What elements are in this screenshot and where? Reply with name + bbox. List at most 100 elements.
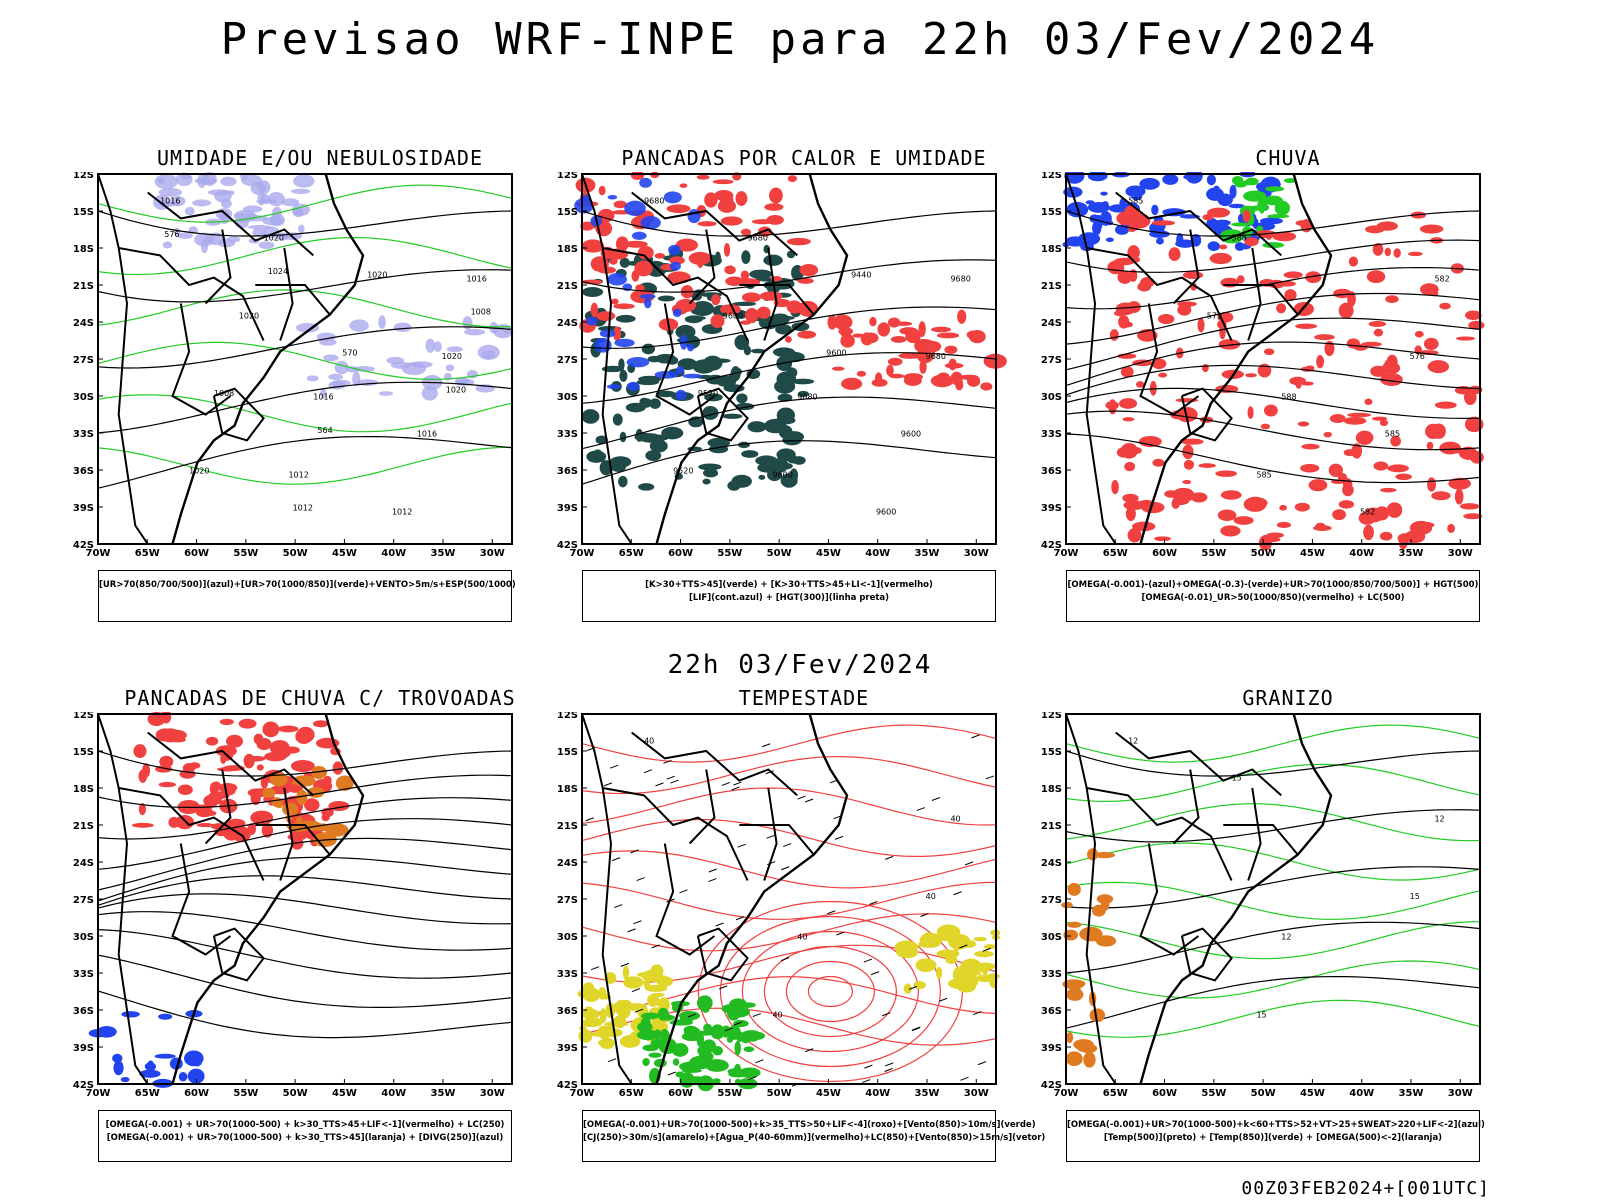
shaded-area [918, 940, 935, 948]
contour-line [97, 818, 513, 870]
shaded-area [1092, 936, 1107, 943]
lon-tick-label: 70W [570, 1088, 595, 1099]
shaded-area [1127, 528, 1142, 543]
wind-vector [977, 1061, 987, 1066]
shaded-area [581, 239, 605, 253]
lat-tick-label: 27S [1041, 895, 1062, 906]
shaded-area [1361, 341, 1382, 347]
shaded-area [320, 388, 327, 399]
shaded-area [1231, 222, 1250, 227]
shaded-area [1162, 174, 1179, 185]
map-chuva: 585 588 582 585 576 588 585 579 582 12S 15S 18S 21S 2… [1041, 172, 1485, 559]
contour-line [1065, 960, 1481, 999]
forecast-time-label: 22h 03/Fev/2024 [667, 650, 933, 680]
shaded-area [741, 250, 751, 265]
shaded-area [462, 316, 473, 330]
shaded-area [158, 781, 176, 788]
west-coastline [1065, 713, 1117, 1085]
shaded-area [797, 277, 814, 284]
shaded-area [1447, 523, 1456, 533]
shaded-area [1279, 504, 1287, 511]
wind-vector [636, 877, 645, 882]
shaded-area [1091, 904, 1106, 917]
shaded-area [1301, 443, 1320, 450]
shaded-area [1105, 401, 1119, 410]
shaded-area [581, 287, 604, 297]
lat-tick-label: 39S [557, 503, 578, 514]
contour-line [581, 850, 997, 889]
lat-tick-label: 18S [557, 244, 578, 255]
shaded-area [890, 335, 907, 343]
shaded-area [758, 474, 766, 480]
wind-vector [708, 868, 717, 873]
shaded-area [1371, 416, 1388, 421]
shaded-area [1117, 270, 1133, 284]
shaded-area [425, 338, 436, 353]
contour-line [1065, 803, 1481, 842]
wind-vector [882, 1012, 891, 1017]
legend-line: [OMEGA(-0.001)+UR>70(1000-500)+k<60+TTS>… [1067, 1120, 1485, 1130]
legend-box: [OMEGA(-0.001)+UR>70(1000-500)+k<60+TTS>… [1066, 1110, 1485, 1162]
contour-label: 12 [1434, 814, 1444, 823]
shaded-area [702, 355, 723, 371]
shaded-area [839, 321, 847, 337]
contour-line [1065, 921, 1481, 960]
shaded-area [797, 390, 809, 397]
shaded-area [679, 1016, 694, 1023]
wind-vector [679, 889, 688, 894]
shaded-area [1363, 524, 1374, 541]
wind-vector [655, 782, 664, 787]
lat-tick-label: 27S [557, 895, 578, 906]
contour-line [1065, 433, 1481, 484]
shaded-area [727, 373, 737, 387]
lon-tick-label: 40W [865, 1088, 890, 1099]
shaded-area [1118, 314, 1130, 329]
shaded-area [639, 177, 652, 188]
wind-vector [731, 786, 740, 791]
shaded-area [1122, 417, 1135, 422]
shaded-area [1385, 295, 1399, 304]
contour-label: 1012 [288, 470, 308, 479]
shaded-area [973, 936, 987, 942]
shaded-area [247, 224, 271, 230]
lon-tick-label: 55W [233, 1088, 258, 1099]
lat-tick-label: 24S [557, 858, 578, 869]
shaded-area [335, 775, 354, 791]
shaded-area [741, 292, 761, 303]
shaded-area [1093, 214, 1103, 231]
panel-umidade: UMIDADE E/OU NEBULOSIDADE 1016 1016 1016 10… [60, 146, 580, 626]
shaded-area [1129, 269, 1138, 282]
shaded-area [726, 1036, 734, 1043]
shaded-area [1263, 404, 1278, 417]
shaded-area [226, 734, 244, 748]
lon-tick-label: 60W [668, 548, 693, 559]
shaded-area [1294, 502, 1310, 512]
shaded-area [493, 323, 513, 339]
contour-line [97, 929, 513, 979]
shaded-area [638, 483, 655, 491]
shaded-area [1118, 398, 1138, 409]
wind-vector [651, 944, 660, 949]
contour-label: 9600 [876, 507, 896, 516]
wind-vector [620, 962, 630, 967]
shaded-area [247, 755, 266, 762]
wind-vector [614, 904, 623, 909]
shaded-area [1182, 271, 1204, 279]
country-border [1180, 927, 1233, 982]
shaded-area [1089, 1008, 1106, 1023]
shaded-area [187, 1068, 205, 1084]
lon-tick-label: 65W [619, 1088, 644, 1099]
lon-tick-label: 50W [1251, 548, 1276, 559]
shaded-area [1257, 198, 1268, 212]
shaded-area [1151, 358, 1167, 370]
lat-tick-label: 42S [1041, 540, 1062, 551]
shaded-area [1419, 224, 1444, 234]
shaded-area [740, 1031, 752, 1044]
country-border [763, 247, 778, 341]
shaded-area [743, 345, 752, 356]
shaded-area [1228, 203, 1245, 209]
wind-vector [912, 1026, 921, 1031]
shaded-area [649, 439, 668, 453]
lat-tick-label: 30S [73, 932, 94, 943]
shaded-area [200, 240, 208, 254]
